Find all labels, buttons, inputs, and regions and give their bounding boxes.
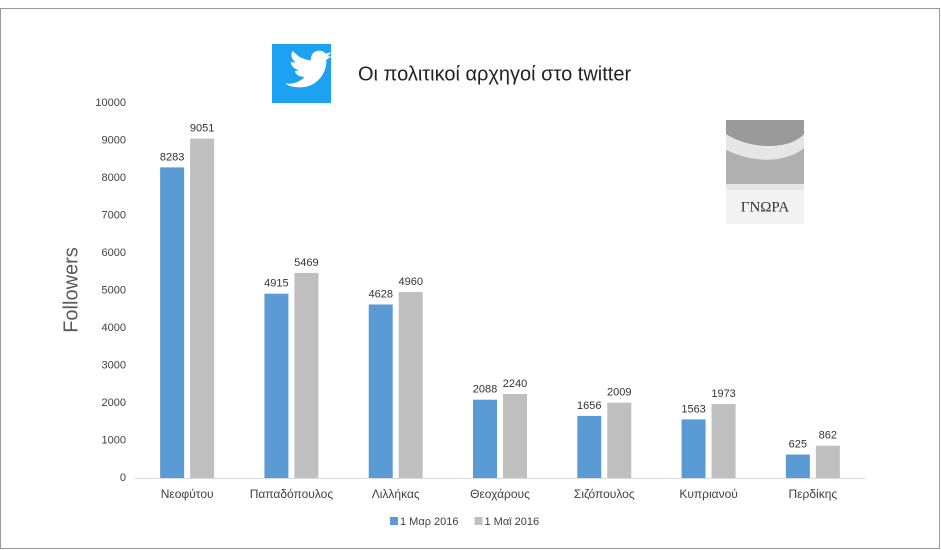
y-tick-label: 4000 bbox=[102, 322, 126, 334]
twitter-bird bbox=[285, 50, 332, 88]
frame bbox=[0, 8, 940, 549]
y-tick-label: 2000 bbox=[102, 397, 126, 409]
y-tick-label: 3000 bbox=[102, 359, 126, 371]
y-tick-label: 6000 bbox=[102, 247, 126, 259]
x-tick-label: Παπαδόπουλος bbox=[250, 487, 334, 501]
y-tick-label: 10000 bbox=[95, 97, 126, 109]
bar bbox=[264, 293, 289, 478]
bar bbox=[785, 454, 810, 478]
data-label: 2009 bbox=[607, 387, 631, 399]
data-label: 2240 bbox=[503, 378, 527, 390]
data-label: 862 bbox=[819, 430, 837, 442]
bar bbox=[398, 292, 423, 478]
logo-shape bbox=[726, 148, 804, 184]
chart-title: Οι πολιτικοί αρχηγοί στο twitter bbox=[358, 63, 631, 85]
bar bbox=[160, 167, 185, 478]
x-tick-label: Νεοφύτου bbox=[161, 487, 214, 501]
logo-shape bbox=[726, 120, 804, 146]
data-label: 1563 bbox=[681, 403, 705, 415]
logo: ΓΝΩΡΑ bbox=[726, 120, 804, 224]
bar bbox=[503, 394, 527, 478]
logo-text: ΓΝΩΡΑ bbox=[741, 199, 790, 215]
legend-label: 1 Μαϊ 2016 bbox=[484, 516, 539, 528]
y-tick-label: 5000 bbox=[102, 284, 126, 296]
legend-swatch bbox=[474, 517, 483, 525]
data-label: 5469 bbox=[294, 257, 318, 269]
x-tick-label: Σιζόπουλος bbox=[574, 487, 635, 501]
data-label: 9051 bbox=[190, 122, 214, 134]
data-label: 1656 bbox=[577, 400, 601, 412]
bar bbox=[711, 404, 736, 478]
legend-label: 1 Μαρ 2016 bbox=[400, 516, 458, 528]
x-tick-label: Λιλλήκας bbox=[372, 487, 420, 501]
data-label: 625 bbox=[789, 438, 807, 450]
y-tick-label: 8000 bbox=[102, 172, 126, 184]
data-label: 4915 bbox=[264, 278, 288, 290]
data-label: 4628 bbox=[368, 288, 392, 300]
bar bbox=[473, 399, 497, 478]
bar bbox=[681, 419, 706, 478]
logo-band bbox=[726, 190, 804, 224]
data-label: 8283 bbox=[160, 151, 184, 163]
y-tick-label: 0 bbox=[120, 472, 126, 484]
bar bbox=[368, 304, 393, 478]
data-label: 4960 bbox=[398, 276, 422, 288]
bar bbox=[190, 138, 215, 478]
y-tick-label: 1000 bbox=[102, 434, 126, 446]
legend-swatch bbox=[390, 517, 398, 525]
bar bbox=[577, 415, 602, 478]
y-tick-label: 9000 bbox=[102, 134, 126, 146]
data-label: 2088 bbox=[473, 384, 497, 396]
x-tick-label: Θεοχάρους bbox=[470, 487, 530, 501]
y-tick-label: 7000 bbox=[102, 209, 126, 221]
y-axis-label: Followers bbox=[60, 247, 82, 333]
data-label: 1973 bbox=[711, 388, 735, 400]
x-tick-label: Κυπριανού bbox=[679, 487, 738, 501]
x-tick-label: Περδίκης bbox=[789, 487, 838, 501]
bar bbox=[607, 402, 632, 478]
bar bbox=[294, 272, 319, 478]
bar bbox=[815, 445, 840, 478]
